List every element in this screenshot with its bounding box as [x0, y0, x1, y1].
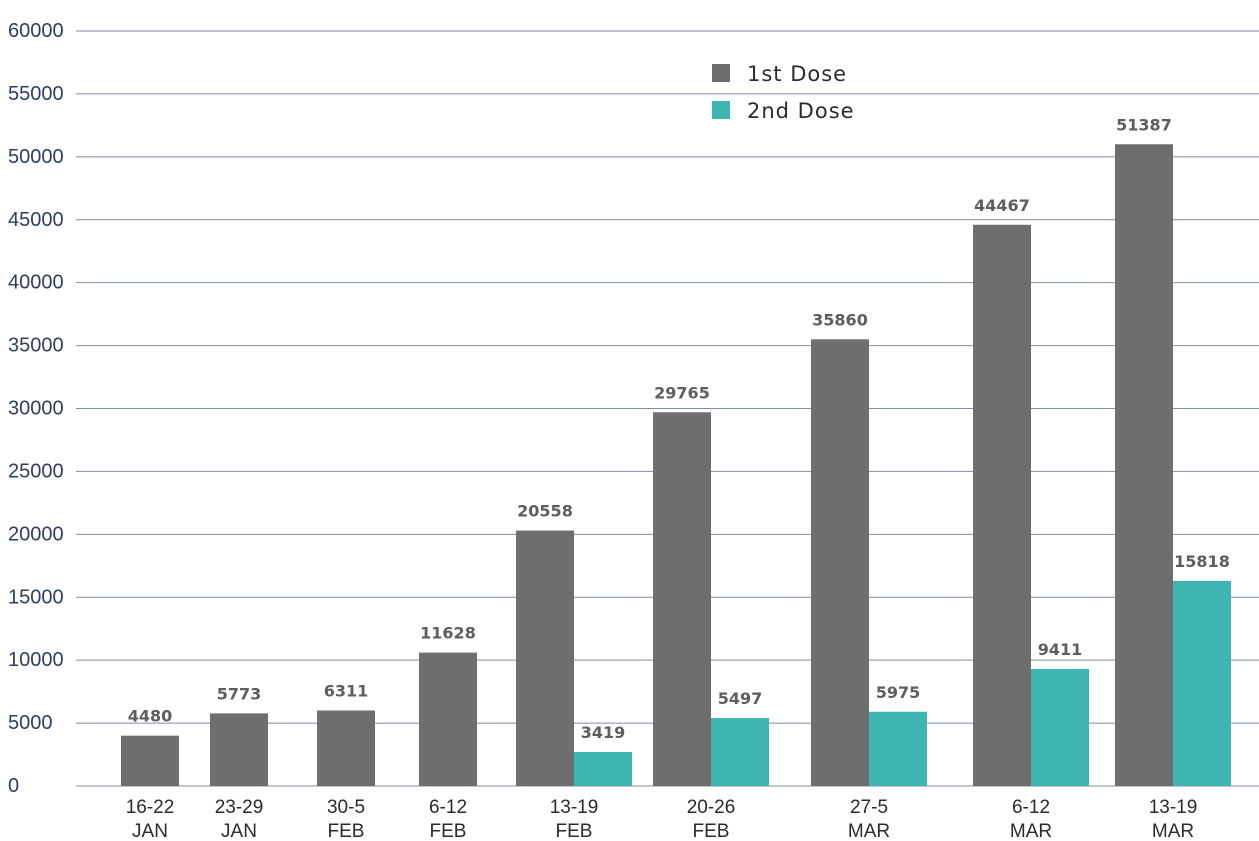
x-tick-label-month: JAN — [221, 821, 257, 841]
data-label-first-dose: 5773 — [217, 684, 262, 703]
x-tick-label-dates: 23-29 — [215, 797, 264, 818]
data-label-first-dose: 35860 — [812, 310, 868, 329]
data-label-second-dose: 9411 — [1038, 640, 1083, 659]
x-tick-label-month: FEB — [328, 821, 365, 841]
bars — [121, 144, 1231, 787]
data-label-first-dose: 51387 — [1116, 115, 1172, 134]
data-label-first-dose: 11628 — [420, 624, 476, 643]
x-tick-label-month: MAR — [1010, 821, 1052, 841]
y-tick-label: 35000 — [8, 335, 64, 357]
bar-first-dose — [516, 530, 574, 786]
data-label-first-dose: 20558 — [517, 502, 573, 521]
x-tick-label-month: FEB — [693, 821, 730, 841]
x-tick-label-dates: 13-19 — [550, 797, 599, 818]
bar-first-dose — [811, 339, 869, 786]
y-tick-label: 20000 — [8, 523, 64, 545]
y-tick-label: 45000 — [8, 209, 64, 231]
x-tick-label-dates: 6-12 — [1012, 797, 1050, 818]
x-tick-label-dates: 13-19 — [1149, 797, 1198, 818]
bar-second-dose — [711, 718, 769, 786]
x-tick-label-month: MAR — [1152, 821, 1194, 841]
x-tick-label-month: JAN — [132, 821, 168, 841]
y-tick-label: 5000 — [8, 712, 53, 734]
bar-first-dose — [121, 735, 179, 786]
bar-first-dose — [1115, 144, 1173, 786]
data-label-second-dose: 5975 — [876, 683, 921, 702]
y-tick-label: 50000 — [8, 146, 64, 168]
bar-second-dose — [1173, 580, 1231, 786]
bar-second-dose — [574, 752, 632, 786]
y-axis-ticks: 0 5000 10000 15000 20000 25000 30000 35000 40000… — [8, 20, 64, 797]
x-tick-label-dates: 16-22 — [126, 797, 175, 818]
x-tick-label-month: FEB — [556, 821, 593, 841]
data-label-second-dose: 5497 — [718, 689, 763, 708]
legend-swatch-first-dose — [712, 64, 730, 82]
legend-swatch-second-dose — [712, 101, 730, 119]
y-tick-label: 60000 — [8, 20, 64, 42]
data-label-first-dose: 4480 — [128, 707, 173, 726]
bar-first-dose — [973, 224, 1031, 787]
x-tick-label-dates: 30-5 — [327, 797, 365, 818]
x-axis-labels: 16-22 JAN 23-29 JAN 30-5 FEB 6-12 FEB 13-19 FEB 20… — [126, 797, 1198, 841]
bar-second-dose — [869, 711, 927, 786]
data-label-first-dose: 44467 — [974, 196, 1030, 215]
x-tick-label-month: FEB — [430, 821, 467, 841]
y-tick-label: 30000 — [8, 398, 64, 420]
y-tick-label: 55000 — [8, 83, 64, 105]
legend-label-second-dose: 2nd Dose — [747, 99, 855, 123]
x-tick-label-month: MAR — [848, 821, 890, 841]
y-tick-label: 15000 — [8, 586, 64, 608]
data-labels: 4480 5773 6311 11628 20558 3419 29765 5497 35860… — [128, 115, 1230, 742]
y-tick-label: 10000 — [8, 649, 64, 671]
data-label-first-dose: 6311 — [324, 682, 369, 701]
y-tick-label: 40000 — [8, 272, 64, 294]
bar-first-dose — [210, 713, 268, 786]
data-label-second-dose: 15818 — [1174, 552, 1230, 571]
data-label-first-dose: 29765 — [654, 383, 710, 402]
legend: 1st Dose 2nd Dose — [712, 62, 855, 123]
x-tick-label-dates: 20-26 — [687, 797, 736, 818]
bar-first-dose — [653, 412, 711, 786]
bar-first-dose — [317, 710, 375, 786]
bar-first-dose — [419, 652, 477, 786]
x-tick-label-dates: 6-12 — [429, 797, 467, 818]
legend-label-first-dose: 1st Dose — [747, 62, 847, 86]
y-tick-label: 0 — [8, 775, 19, 797]
y-tick-label: 25000 — [8, 460, 64, 482]
bar-second-dose — [1031, 668, 1089, 786]
x-tick-label-dates: 27-5 — [850, 797, 888, 818]
data-label-second-dose: 3419 — [581, 723, 626, 742]
